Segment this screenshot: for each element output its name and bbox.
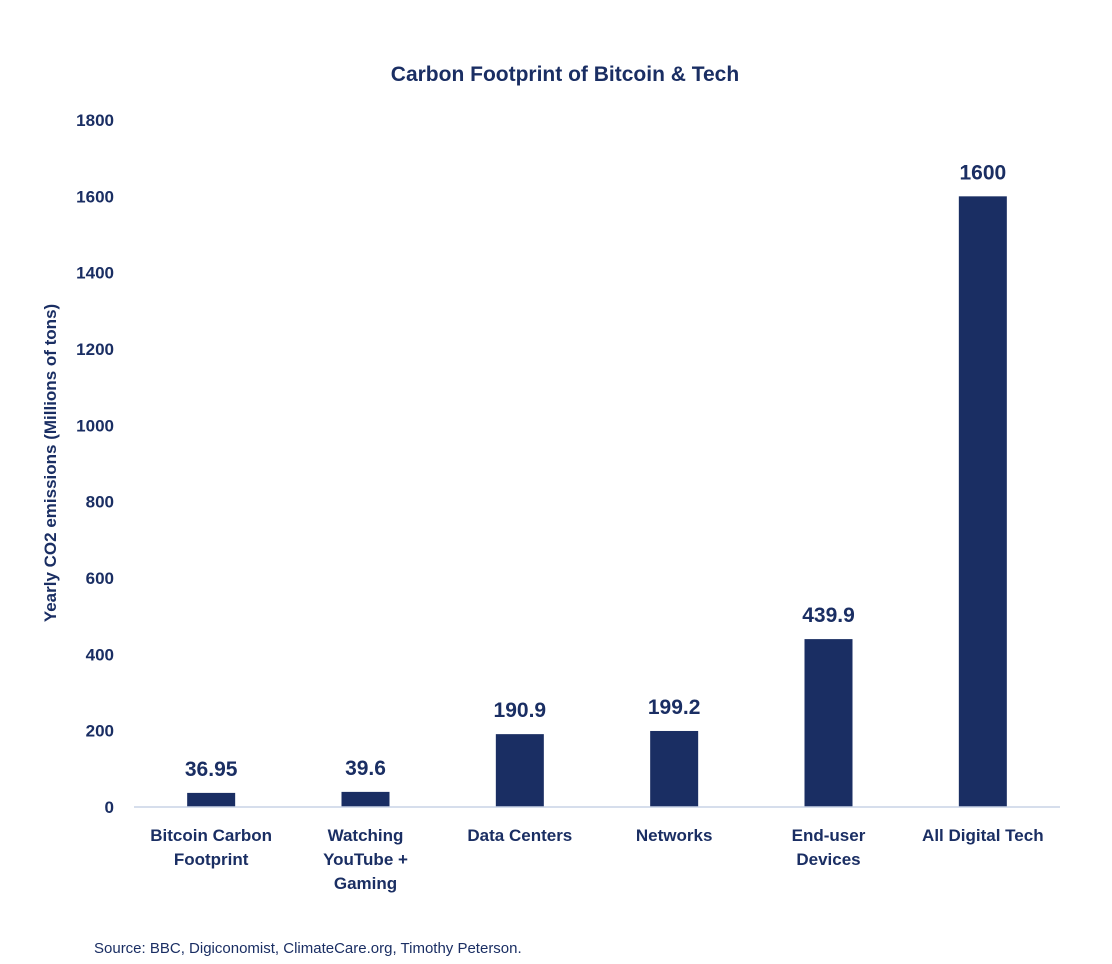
data-labels: 36.95 39.6 190.9 199.2 439.9 1600 <box>185 161 1006 781</box>
y-tick-label: 1200 <box>76 340 114 359</box>
bar <box>187 792 236 807</box>
x-tick-label: Bitcoin Carbon Footprint <box>150 826 272 869</box>
x-axis-ticks: Bitcoin Carbon Footprint Watching YouTube +… <box>150 826 1043 893</box>
bar <box>495 734 544 807</box>
bar <box>341 791 390 807</box>
data-label: 36.95 <box>185 758 238 781</box>
source-note: Source: BBC, Digiconomist, ClimateCare.o… <box>94 940 522 957</box>
x-tick-label-line: Devices <box>796 850 860 869</box>
data-label: 439.9 <box>802 604 855 627</box>
y-axis-ticks: 0 200 400 600 800 1000 1200 1400 1600 1800 <box>76 111 114 817</box>
x-tick-label-line: Networks <box>636 826 713 845</box>
y-tick-label: 800 <box>86 493 114 512</box>
y-tick-label: 400 <box>86 645 114 664</box>
x-tick-label-line: Footprint <box>174 850 249 869</box>
x-tick-label: End-user Devices <box>792 826 866 869</box>
x-tick-label-line: Watching <box>328 826 404 845</box>
y-tick-label: 1800 <box>76 111 114 130</box>
data-label: 190.9 <box>494 699 547 722</box>
y-tick-label: 1600 <box>76 187 114 206</box>
y-tick-label: 1400 <box>76 264 114 283</box>
y-tick-label: 1000 <box>76 416 114 435</box>
y-tick-label: 0 <box>105 798 114 817</box>
x-tick-label-line: Gaming <box>334 874 397 893</box>
y-tick-label: 200 <box>86 722 114 741</box>
x-tick-label-line: Data Centers <box>467 826 572 845</box>
data-label: 199.2 <box>648 696 701 719</box>
x-tick-label-line: YouTube + <box>323 850 408 869</box>
bar <box>804 639 853 807</box>
bars <box>187 196 1007 808</box>
x-tick-label: Data Centers <box>467 826 572 845</box>
x-tick-label: Networks <box>636 826 713 845</box>
bar <box>958 196 1007 808</box>
x-tick-label-line: All Digital Tech <box>922 826 1044 845</box>
x-tick-label: Watching YouTube + Gaming <box>323 826 408 893</box>
x-tick-label-line: End-user <box>792 826 866 845</box>
bar <box>650 730 699 807</box>
x-tick-label-line: Bitcoin Carbon <box>150 826 272 845</box>
y-tick-label: 600 <box>86 569 114 588</box>
data-label: 1600 <box>959 161 1006 184</box>
chart-title: Carbon Footprint of Bitcoin & Tech <box>391 63 739 86</box>
data-label: 39.6 <box>345 757 386 780</box>
y-axis-label: Yearly CO2 emissions (Millions of tons) <box>41 304 60 622</box>
x-tick-label: All Digital Tech <box>922 826 1044 845</box>
